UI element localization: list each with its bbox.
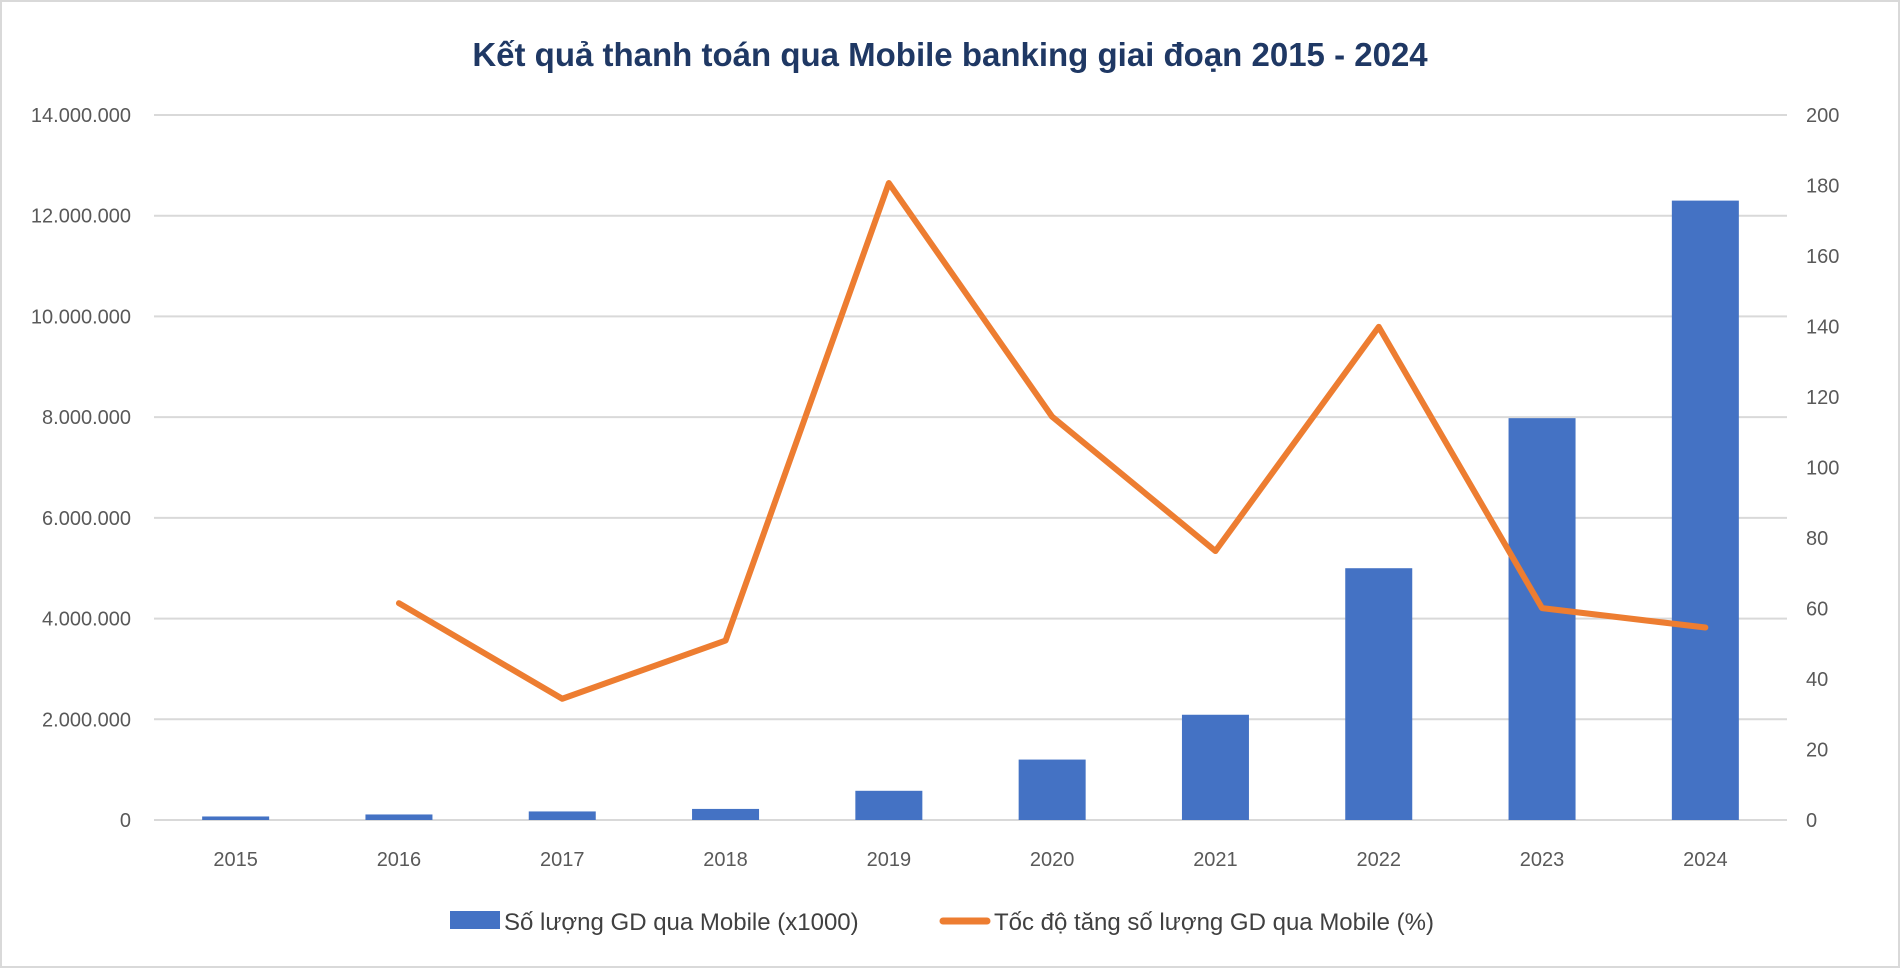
legend-bar-swatch	[450, 911, 500, 929]
bar-2018	[692, 808, 760, 820]
right-axis-tick-label: 160	[1806, 246, 1839, 268]
left-axis-tick-label: 12.000.000	[31, 206, 131, 228]
left-axis-tick-label: 10.000.000	[31, 306, 131, 328]
legend-bar-label: Số lượng GD qua Mobile (x1000)	[504, 909, 859, 936]
right-axis-tick-label: 200	[1806, 105, 1839, 127]
x-axis-tick-label: 2015	[213, 849, 258, 871]
right-axis-tick-label: 120	[1806, 387, 1839, 409]
right-axis-tick-label: 180	[1806, 176, 1839, 198]
chart-title: Kết quả thanh toán qua Mobile banking gi…	[472, 36, 1428, 73]
bar-2017	[528, 811, 596, 820]
x-axis-tick-label: 2021	[1193, 849, 1238, 871]
left-axis-tick-label: 6.000.000	[42, 508, 131, 530]
x-axis-tick-label: 2016	[377, 849, 422, 871]
right-axis-tick-label: 20	[1806, 740, 1828, 762]
right-axis-tick-label: 60	[1806, 599, 1828, 621]
right-axis-tick-label: 140	[1806, 317, 1839, 339]
bar-2019	[855, 790, 923, 820]
x-axis-tick-label: 2022	[1357, 849, 1402, 871]
right-axis-tick-label: 40	[1806, 669, 1828, 691]
right-axis-tick-label: 80	[1806, 528, 1828, 550]
left-axis-tick-label: 2.000.000	[42, 709, 131, 731]
x-axis-tick-label: 2018	[703, 849, 748, 871]
x-axis-tick-label: 2017	[540, 849, 585, 871]
x-axis-tick-label: 2020	[1030, 849, 1075, 871]
legend-line-label: Tốc độ tăng số lượng GD qua Mobile (%)	[994, 909, 1434, 936]
right-axis-tick-label: 100	[1806, 458, 1839, 480]
right-axis-tick-label: 0	[1806, 810, 1817, 832]
bar-2022	[1345, 568, 1413, 820]
left-axis-tick-label: 0	[120, 810, 131, 832]
bar-2016	[365, 814, 433, 820]
left-axis-tick-label: 14.000.000	[31, 105, 131, 127]
bar-2020	[1018, 759, 1086, 820]
left-axis-tick-label: 8.000.000	[42, 407, 131, 429]
x-axis-tick-label: 2023	[1520, 849, 1565, 871]
x-axis-tick-label: 2019	[867, 849, 912, 871]
bar-2015	[202, 816, 270, 820]
x-axis-tick-label: 2024	[1683, 849, 1728, 871]
left-axis-tick-label: 4.000.000	[42, 609, 131, 631]
bar-2021	[1181, 714, 1249, 820]
bar-2023	[1508, 418, 1576, 820]
bar-2024	[1671, 200, 1739, 820]
